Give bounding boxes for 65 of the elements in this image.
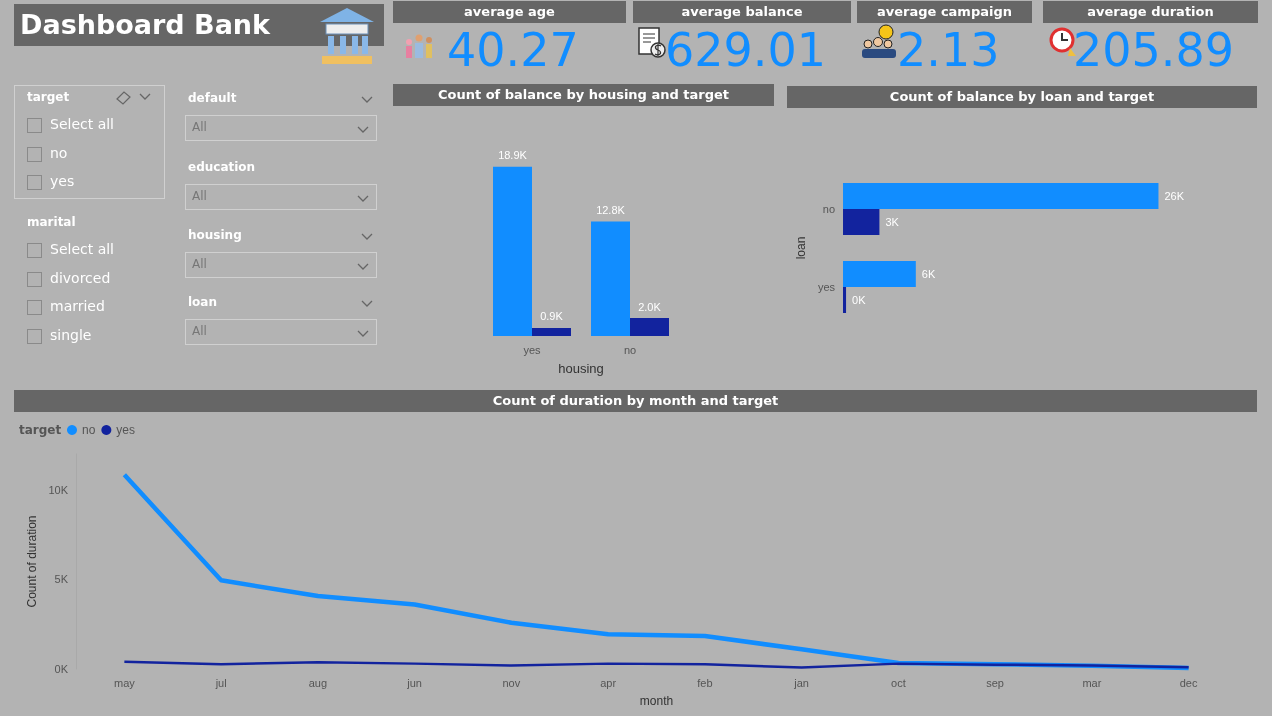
data-label: 2.0K <box>638 300 662 313</box>
data-label: 0.9K <box>540 310 564 323</box>
text: target <box>27 90 70 104</box>
text: education <box>188 160 256 174</box>
bar <box>843 287 847 313</box>
text: Select all <box>50 116 114 132</box>
text: All <box>192 257 207 271</box>
y-axis-title: Count of duration <box>24 515 39 608</box>
data-label: 629.01 <box>665 23 826 77</box>
category-label: average balance <box>633 1 851 23</box>
y-tick-label: 0K <box>54 663 69 675</box>
chart-title: Count of duration by month and target <box>14 390 1257 412</box>
data-label: 40.27 <box>447 23 579 77</box>
data-label: 2.13 <box>897 23 1000 77</box>
x-tick-label: mar <box>1082 676 1102 689</box>
category-label: average duration <box>1043 1 1258 23</box>
x-axis-title: month <box>639 694 674 708</box>
x-tick-label: jun <box>406 676 422 689</box>
text: loan <box>188 295 217 309</box>
text: All <box>192 189 207 203</box>
y-axis-title: loan <box>794 236 808 260</box>
x-tick-label: sep <box>986 676 1004 689</box>
x-tick-label: aug <box>308 676 328 689</box>
chart-title: Count of balance by housing and target <box>393 84 774 106</box>
x-tick-label: apr <box>600 676 617 689</box>
x-tick-label: jul <box>214 676 227 689</box>
data-label: 6K <box>921 268 936 280</box>
x-tick-label: oct <box>891 676 906 689</box>
legend-label: no <box>82 423 96 437</box>
text: divorced <box>50 269 111 286</box>
text: All <box>192 324 207 338</box>
y-tick-label: 5K <box>54 573 69 586</box>
text: Select all <box>50 241 114 257</box>
text: All <box>192 120 207 134</box>
bar <box>843 183 1159 209</box>
text: single <box>50 326 92 343</box>
x-tick-label: jan <box>793 676 809 689</box>
legend-label: yes <box>116 423 136 437</box>
bar <box>493 166 532 336</box>
bar <box>843 261 916 287</box>
y-tick-label: 10K <box>48 483 69 496</box>
x-tick-label: feb <box>697 676 713 689</box>
x-tick-label: may <box>113 676 136 689</box>
data-label: 18.9K <box>498 149 528 162</box>
bar <box>843 209 880 235</box>
text: housing <box>188 228 242 242</box>
bar <box>630 318 669 336</box>
x-tick-label: nov <box>502 676 521 689</box>
data-label: 12.8K <box>596 203 626 216</box>
legend-title: target <box>19 423 62 437</box>
data-label: 3K <box>885 216 900 228</box>
data-label: 205.89 <box>1073 23 1234 77</box>
text: default <box>188 91 237 105</box>
chart-title: Count of balance by loan and target <box>787 86 1257 108</box>
text: married <box>50 298 105 314</box>
x-tick-label: dec <box>1179 676 1198 689</box>
category-label: average campaign <box>857 1 1032 23</box>
data-label: 26K <box>1164 190 1185 202</box>
data-label: 0K <box>852 294 867 306</box>
x-axis-title: housing <box>558 361 604 376</box>
text: Dashboard Bank <box>20 8 271 42</box>
bar <box>532 327 571 336</box>
text: marital <box>27 215 76 229</box>
category-label: average age <box>393 1 626 23</box>
bar <box>591 221 630 336</box>
